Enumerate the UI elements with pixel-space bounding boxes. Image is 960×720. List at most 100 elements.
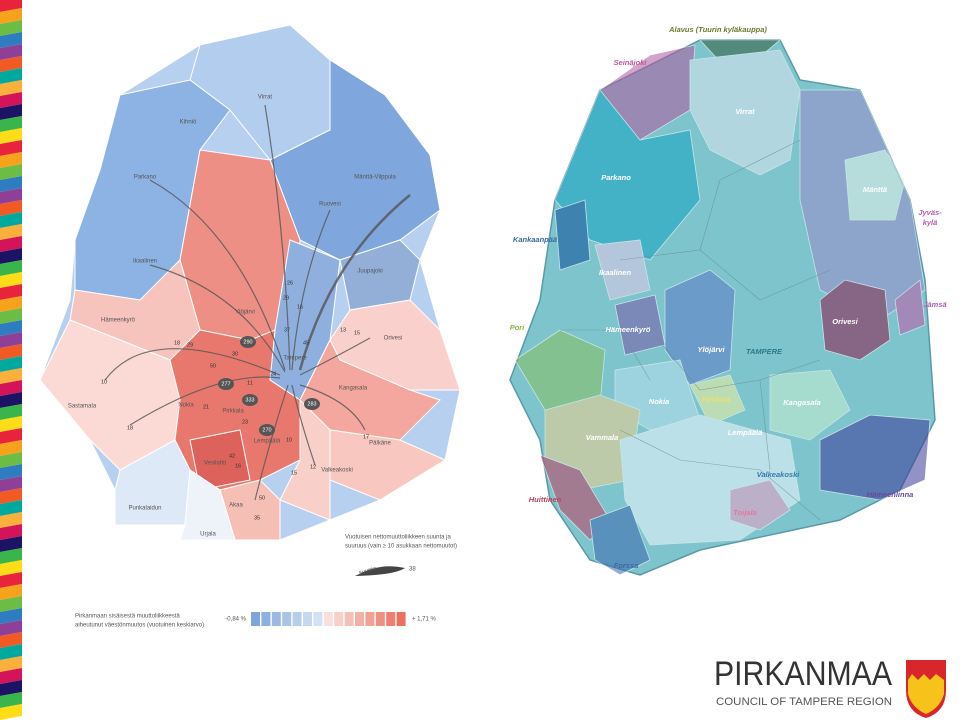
flow-line [298,194,411,371]
legend-swatch [365,612,375,626]
stripe-band [0,344,22,360]
flow-bubble [242,394,258,406]
area-blobs [514,39,931,576]
municipality-label: Kangasala [339,386,368,392]
flow-lines [104,104,411,501]
stripe-band [0,80,22,96]
flow-label: 18 [127,425,133,431]
blob [554,199,591,271]
stripe-band [0,476,22,492]
stripe-band [0,404,22,420]
flow-label: 15 [354,330,360,336]
legend-swatch [386,612,396,626]
blob [729,479,791,531]
blob [689,49,801,176]
place-label: Alavus (Tuurin kyläkauppa) [668,25,767,34]
stripe-band [0,668,22,684]
legend-swatch [282,612,292,626]
blob [819,279,891,361]
stripe-band [0,608,22,624]
stripe-band [0,56,22,72]
municipality-label: Mänttä-Vilppula [354,175,396,181]
stripe-band [0,272,22,288]
legend-example: 38 [409,567,416,573]
stripe-band [0,620,22,636]
flow-label: 45 [303,340,309,346]
municipality-label: Urjala [200,532,216,538]
logo-shield-band [908,674,944,714]
place-label: Kankaanpää [513,235,557,244]
blob [589,504,651,576]
blob [554,89,701,261]
stripe-band [0,200,22,216]
flow-label: 50 [210,363,216,369]
region [189,429,251,491]
stripe-band [0,296,22,312]
stripe-band [0,632,22,648]
place-label: Jyväs- [918,208,942,217]
flow-label: 11 [247,380,253,386]
place-label: kylä [923,218,938,227]
flow-line [254,384,289,501]
stripe-band [0,104,22,120]
place-label: Nokia [649,397,669,406]
legend-flow-shape [355,566,405,576]
left-labels: Virrat Kihniö Parkano Ruovesi Mänttä-Vilppul… [68,95,403,538]
flow-bubble [304,398,320,410]
stripe-band [0,656,22,672]
stripe-band [0,392,22,408]
place-label: Ikaalinen [599,268,632,277]
stripe-band [0,368,22,384]
flow-label: 270 [262,427,271,433]
place-label: Virrat [735,107,755,116]
place-label: Hämeenlinna [867,490,914,499]
stripe-band [0,680,22,696]
flow-line [149,264,286,373]
stripe-band [0,692,22,708]
flow-label: 37 [284,327,290,333]
blob [664,269,736,386]
flow-label: 277 [221,381,230,387]
stripe-band [0,68,22,84]
flow-label: 15 [291,470,297,476]
flow-bubble [259,424,275,436]
place-label: Toijala [733,508,756,517]
stripe-band [0,44,22,60]
right-labels: Alavus (Tuurin kyläkauppa) Seinäjoki Virra… [510,25,947,570]
legend-swatch [261,612,271,626]
blob [894,279,926,336]
blob [514,329,606,411]
legend-swatch [323,612,333,626]
stripe-band [0,308,22,324]
flow-bubble [218,378,234,390]
flow-label: 290 [243,339,252,345]
flow-label: 50 [259,495,265,501]
stripe-band [0,704,22,720]
stripe-band [0,536,22,552]
stripe-band [0,248,22,264]
stripe-band [0,128,22,144]
stripe-band [0,140,22,156]
flow-label: 35 [254,515,260,521]
boundary [560,139,831,521]
flow-label: 29 [187,342,193,348]
flow-line [149,179,286,371]
legend-swatch [396,612,406,626]
stripe-band [0,584,22,600]
stripe-band [0,224,22,240]
stripe-band [0,8,22,24]
legend-text: aiheutunut väestönmuutos (vuotuinen kesk… [75,623,204,629]
stripe-band [0,356,22,372]
flow-label: 12 [310,464,316,470]
legend-text: Pirkanmaan sisäisestä muuttoliikkeestä [75,614,180,620]
logo-name: PIRKANMAA [714,655,892,693]
place-label: Pori [510,323,526,332]
place-label: Parkano [601,173,631,182]
stripe-band [0,32,22,48]
flow-line [299,337,371,376]
place-label: Ylöjärvi [697,345,725,354]
municipality-label: Akaa [229,503,243,509]
municipality-label: Virrat [258,95,273,101]
place-label: TAMPERE [746,347,783,356]
